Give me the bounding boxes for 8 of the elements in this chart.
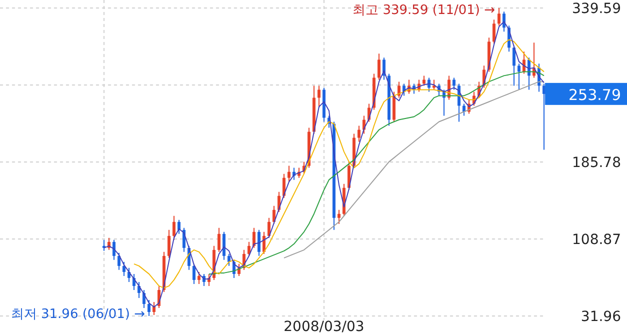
y-tick-label: 108.87 [572,232,621,248]
text: 253.79 [568,86,621,104]
x-tick-label: 2008/03/03 [284,319,364,334]
annotation: 최고 339.59 (11/01) → [352,3,496,18]
y-tick-label: 339.59 [572,1,621,18]
annotation: 최저 31.96 (06/01) → [10,307,146,322]
y-tick-label: 31.96 [580,309,622,326]
y-tick-label: 185.78 [572,155,621,172]
